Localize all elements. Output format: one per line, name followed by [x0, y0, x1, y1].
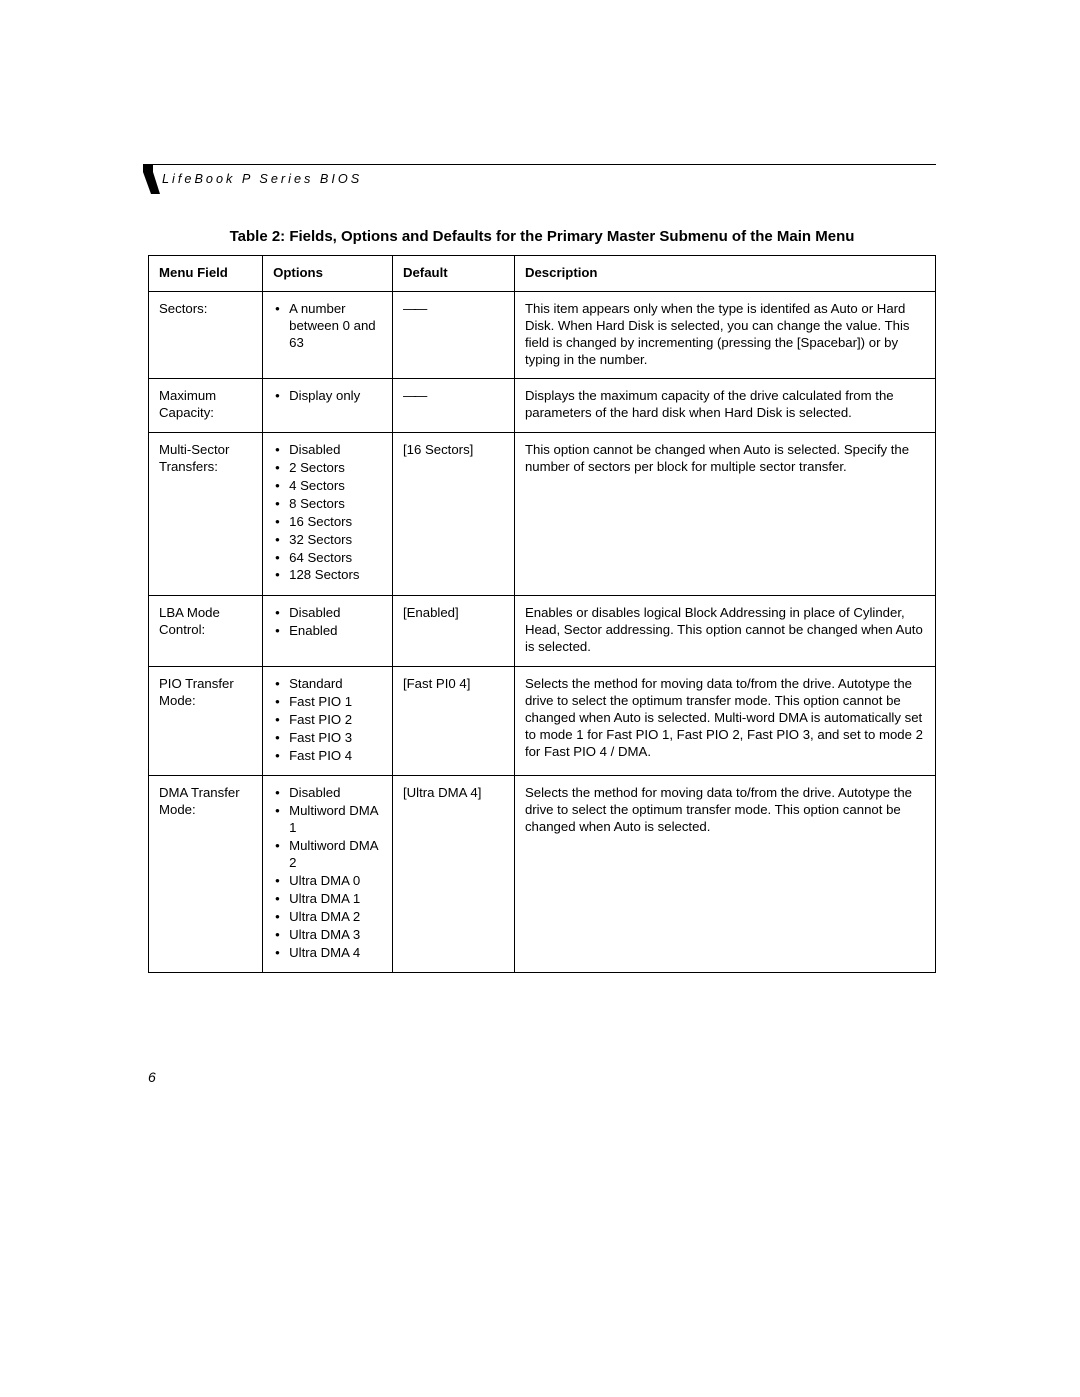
page-number: 6: [148, 1069, 156, 1085]
cell-menu-field: Maximum Capacity:: [149, 379, 263, 433]
cell-default: ——: [392, 379, 514, 433]
option-item: Ultra DMA 1: [287, 891, 382, 908]
cell-description: Enables or disables logical Block Addres…: [514, 596, 935, 667]
option-item: Disabled: [287, 442, 382, 459]
page: LifeBook P Series BIOS Table 2: Fields, …: [0, 0, 1080, 1397]
option-item: Disabled: [287, 605, 382, 622]
cell-options: DisabledEnabled: [263, 596, 393, 667]
col-header-options: Options: [263, 256, 393, 292]
option-item: Ultra DMA 3: [287, 927, 382, 944]
table-body: Sectors: A number between 0 and 63——This …: [149, 291, 936, 973]
option-item: 8 Sectors: [287, 496, 382, 513]
option-item: Disabled: [287, 785, 382, 802]
header-rule: [148, 164, 936, 165]
option-item: Fast PIO 2: [287, 712, 382, 729]
option-item: Fast PIO 3: [287, 730, 382, 747]
table-header-row: Menu Field Options Default Description: [149, 256, 936, 292]
table-row: Sectors: A number between 0 and 63——This …: [149, 291, 936, 379]
col-header-menu-field: Menu Field: [149, 256, 263, 292]
table-row: DMA Transfer Mode:DisabledMultiword DMA …: [149, 776, 936, 973]
option-item: 4 Sectors: [287, 478, 382, 495]
cell-default: [Fast PI0 4]: [392, 667, 514, 776]
cell-description: This item appears only when the type is …: [514, 291, 935, 379]
cell-default: [Enabled]: [392, 596, 514, 667]
page-header: LifeBook P Series BIOS: [148, 168, 936, 186]
cell-menu-field: Multi-Sector Transfers:: [149, 433, 263, 596]
cell-default: ——: [392, 291, 514, 379]
option-item: Multiword DMA 2: [287, 838, 382, 872]
option-item: Fast PIO 4: [287, 748, 382, 765]
options-list: Display only: [273, 388, 382, 405]
option-item: Standard: [287, 676, 382, 693]
col-header-default: Default: [392, 256, 514, 292]
options-list: DisabledEnabled: [273, 605, 382, 640]
option-item: Multiword DMA 1: [287, 803, 382, 837]
cell-menu-field: PIO Transfer Mode:: [149, 667, 263, 776]
option-item: 64 Sectors: [287, 550, 382, 567]
option-item: 32 Sectors: [287, 532, 382, 549]
cell-options: Disabled2 Sectors4 Sectors8 Sectors16 Se…: [263, 433, 393, 596]
cell-menu-field: DMA Transfer Mode:: [149, 776, 263, 973]
option-item: A number between 0 and 63: [287, 301, 382, 352]
header-text: LifeBook P Series BIOS: [148, 168, 936, 186]
col-header-description: Description: [514, 256, 935, 292]
option-item: Ultra DMA 4: [287, 945, 382, 962]
cell-default: [16 Sectors]: [392, 433, 514, 596]
cell-description: Selects the method for moving data to/fr…: [514, 667, 935, 776]
cell-description: Displays the maximum capacity of the dri…: [514, 379, 935, 433]
cell-description: This option cannot be changed when Auto …: [514, 433, 935, 596]
option-item: 2 Sectors: [287, 460, 382, 477]
table-row: PIO Transfer Mode:StandardFast PIO 1Fast…: [149, 667, 936, 776]
options-list: DisabledMultiword DMA 1Multiword DMA 2Ul…: [273, 785, 382, 961]
table-row: LBA Mode Control: DisabledEnabled [Enabled…: [149, 596, 936, 667]
options-list: Disabled2 Sectors4 Sectors8 Sectors16 Se…: [273, 442, 382, 584]
cell-default: [Ultra DMA 4]: [392, 776, 514, 973]
table-row: Maximum Capacity: Display only ——Displays …: [149, 379, 936, 433]
option-item: Enabled: [287, 623, 382, 640]
cell-options: StandardFast PIO 1Fast PIO 2Fast PIO 3Fa…: [263, 667, 393, 776]
options-list: StandardFast PIO 1Fast PIO 2Fast PIO 3Fa…: [273, 676, 382, 764]
option-item: Display only: [287, 388, 382, 405]
table-row: Multi-Sector Transfers:Disabled2 Sectors…: [149, 433, 936, 596]
cell-options: Display only: [263, 379, 393, 433]
cell-options: DisabledMultiword DMA 1Multiword DMA 2Ul…: [263, 776, 393, 973]
table-caption: Table 2: Fields, Options and Defaults fo…: [148, 228, 936, 245]
cell-menu-field: LBA Mode Control:: [149, 596, 263, 667]
option-item: Ultra DMA 0: [287, 873, 382, 890]
cell-description: Selects the method for moving data to/fr…: [514, 776, 935, 973]
option-item: 16 Sectors: [287, 514, 382, 531]
cell-options: A number between 0 and 63: [263, 291, 393, 379]
option-item: Ultra DMA 2: [287, 909, 382, 926]
option-item: Fast PIO 1: [287, 694, 382, 711]
cell-menu-field: Sectors:: [149, 291, 263, 379]
bios-options-table: Menu Field Options Default Description S…: [148, 255, 936, 973]
option-item: 128 Sectors: [287, 567, 382, 584]
options-list: A number between 0 and 63: [273, 301, 382, 352]
